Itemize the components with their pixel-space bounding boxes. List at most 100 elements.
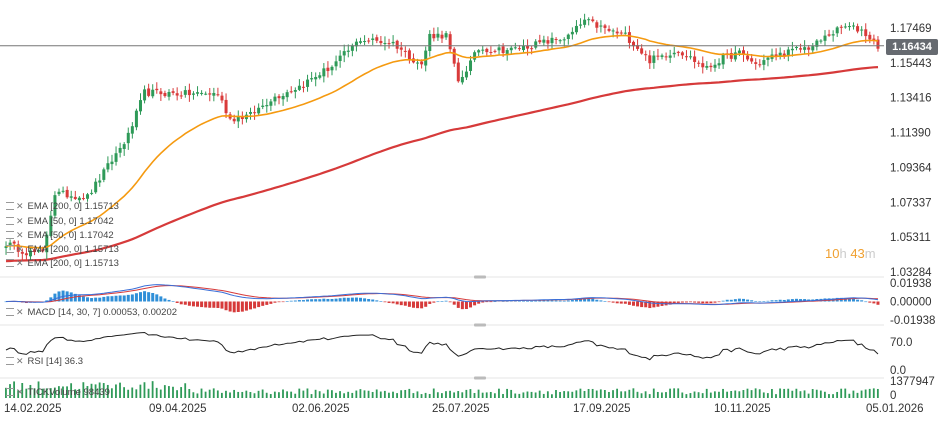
- volume-bar: [766, 393, 769, 398]
- menu-icon[interactable]: [6, 388, 14, 396]
- legend-ema-200-a[interactable]: ✕ EMA [200, 0] 1.15713: [6, 201, 119, 212]
- rsi-panel[interactable]: 70.0 0.0: [5, 331, 912, 378]
- menu-icon[interactable]: [6, 217, 14, 225]
- close-icon[interactable]: ✕: [16, 258, 24, 268]
- macd-hist-bar: [729, 299, 733, 302]
- volume-bar: [530, 391, 533, 398]
- macd-hist-bar: [432, 301, 436, 303]
- menu-icon[interactable]: [6, 259, 14, 267]
- candle: [265, 98, 269, 113]
- close-icon[interactable]: ✕: [16, 216, 24, 226]
- volume-bar: [591, 388, 594, 398]
- candle-body: [45, 234, 49, 253]
- candle-body: [534, 41, 538, 48]
- close-icon[interactable]: ✕: [16, 356, 24, 366]
- legend-ema-200-c[interactable]: ✕ EMA [200, 0] 1.15713: [6, 258, 119, 269]
- candle: [876, 36, 880, 52]
- candle: [460, 70, 464, 85]
- macd-panel[interactable]: 0.01938 0.00000 -0.01938: [4, 278, 936, 327]
- volume-bar: [485, 392, 488, 398]
- panel-separators[interactable]: [0, 275, 884, 380]
- macd-hist-bar: [208, 301, 212, 308]
- candle-body: [566, 34, 570, 40]
- legend-rsi[interactable]: ✕ RSI [14] 36.3: [6, 356, 83, 367]
- volume-bar: [335, 392, 337, 398]
- close-icon[interactable]: ✕: [16, 307, 24, 317]
- macd-hist-bar: [236, 301, 240, 312]
- macd-hist-bar: [159, 296, 163, 302]
- legend-macd[interactable]: ✕ MACD [14, 30, 7] 0.00053, 0.00202: [6, 307, 177, 318]
- candle: [220, 91, 224, 104]
- macd-hist-bar: [603, 301, 607, 302]
- candle-body: [839, 26, 843, 28]
- legend-ema-50-b[interactable]: ✕ EMA [50, 0] 1.17042: [6, 230, 114, 241]
- timer-hours-unit: h: [839, 246, 847, 261]
- volume-bar: [375, 389, 378, 398]
- candle-body: [521, 45, 525, 51]
- candle: [65, 186, 69, 199]
- candle-body: [138, 100, 142, 112]
- volume-bar: [424, 392, 427, 398]
- candle-body: [530, 48, 534, 50]
- candle-body: [636, 45, 640, 49]
- macd-hist-bar: [782, 299, 786, 302]
- volume-bar: [836, 391, 839, 398]
- close-icon[interactable]: ✕: [16, 387, 24, 397]
- volume-bar: [21, 383, 24, 398]
- close-icon[interactable]: ✕: [16, 230, 24, 240]
- candle-body: [815, 40, 819, 47]
- menu-icon[interactable]: [6, 308, 14, 316]
- macd-hist-bar: [367, 299, 371, 302]
- candle: [143, 85, 147, 104]
- volume-bar: [457, 391, 460, 398]
- candle: [693, 50, 697, 69]
- volume-bar: [86, 386, 89, 398]
- candle-body: [733, 52, 737, 60]
- candle: [73, 190, 77, 201]
- candle: [69, 190, 73, 202]
- volume-bar: [94, 384, 97, 398]
- volume-bar: [216, 390, 219, 398]
- candle-body: [680, 52, 684, 56]
- candle-body: [407, 50, 411, 60]
- candle: [847, 22, 851, 31]
- candle: [860, 26, 864, 37]
- volume-bar: [119, 382, 121, 398]
- volume-bar: [518, 393, 521, 398]
- candle-body: [485, 48, 489, 53]
- legend-ema-200-b[interactable]: ✕ EMA [200, 0] 1.15713: [6, 244, 119, 255]
- legend-volume[interactable]: ✕ TICKVolume 98439: [6, 387, 110, 398]
- menu-icon[interactable]: [6, 202, 14, 210]
- menu-icon[interactable]: [6, 231, 14, 239]
- volume-bar: [168, 386, 170, 398]
- macd-hist-bar: [742, 298, 746, 302]
- macd-hist-bar: [676, 301, 680, 303]
- menu-icon[interactable]: [6, 357, 14, 365]
- volume-bar: [868, 388, 871, 398]
- legend-ema-50-a[interactable]: ✕ EMA [50, 0] 1.17042: [6, 216, 114, 227]
- candle-body: [799, 48, 803, 50]
- volume-panel[interactable]: 1377947 0: [5, 376, 935, 402]
- macd-hist-bar: [301, 300, 305, 302]
- candle: [16, 240, 20, 258]
- macd-hist-bar: [725, 299, 729, 302]
- macd-hist-bar: [204, 301, 208, 308]
- candle-body: [359, 41, 363, 43]
- close-icon[interactable]: ✕: [16, 201, 24, 211]
- candle-body: [90, 192, 94, 194]
- volume-bar: [453, 392, 456, 398]
- volume-bar: [278, 392, 280, 398]
- candle: [464, 65, 468, 80]
- candle: [224, 93, 228, 119]
- close-icon[interactable]: ✕: [16, 244, 24, 254]
- candle-body: [872, 38, 876, 40]
- candle: [815, 39, 819, 51]
- price-tick-label: 1.05311: [890, 232, 931, 244]
- candle: [778, 47, 782, 60]
- menu-icon[interactable]: [6, 245, 14, 253]
- legend-label: EMA [200, 0]: [27, 258, 82, 269]
- volume-bar: [98, 382, 101, 398]
- macd-hist-bar: [407, 301, 411, 307]
